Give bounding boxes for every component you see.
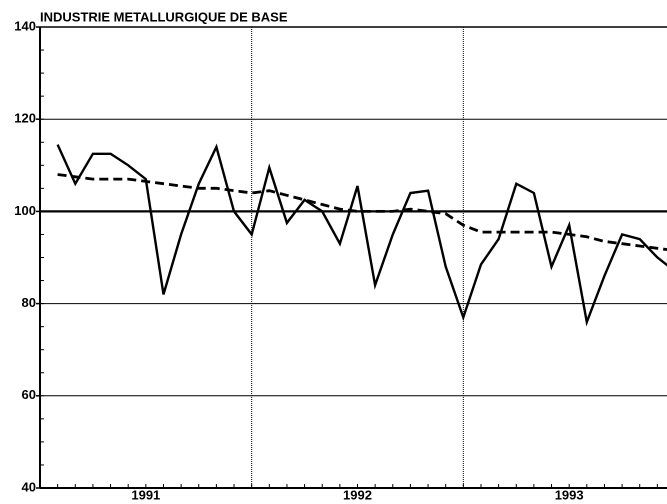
y-tick-label: 40 bbox=[22, 479, 36, 494]
y-tick-label: 60 bbox=[22, 387, 36, 402]
plot-area bbox=[56, 143, 667, 327]
y-tick-label: 120 bbox=[14, 111, 36, 126]
y-tick-label: 80 bbox=[22, 295, 36, 310]
x-tick-label: 1992 bbox=[343, 487, 372, 502]
y-tick-label: 100 bbox=[14, 203, 36, 218]
series-line bbox=[57, 173, 667, 251]
x-tick-label: 1991 bbox=[131, 487, 160, 502]
chart-title: INDUSTRIE METALLURGIQUE DE BASE bbox=[40, 9, 288, 24]
x-tick-label: 1993 bbox=[555, 487, 584, 502]
y-tick-label: 140 bbox=[14, 18, 36, 33]
series-line bbox=[56, 143, 667, 327]
